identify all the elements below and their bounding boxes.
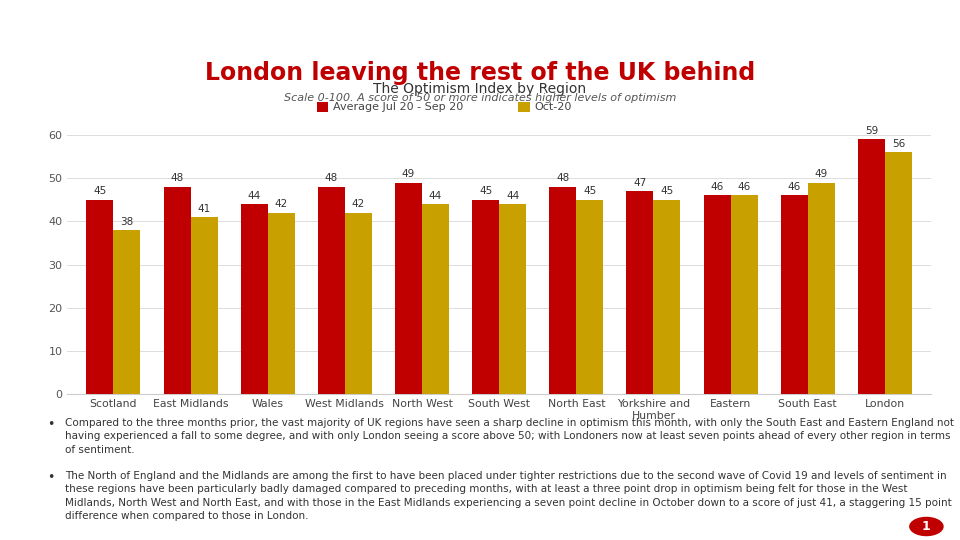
Text: 59: 59	[865, 126, 878, 136]
Bar	[885, 152, 912, 394]
Text: 49: 49	[402, 169, 415, 179]
Bar	[499, 204, 526, 394]
Bar	[86, 200, 113, 394]
Bar	[191, 217, 218, 394]
Bar	[113, 230, 140, 394]
Bar	[241, 204, 268, 394]
Text: 42: 42	[275, 199, 288, 210]
Text: 45: 45	[93, 186, 107, 197]
Text: 1: 1	[922, 520, 931, 533]
Bar	[780, 195, 807, 394]
Text: 47: 47	[634, 178, 647, 188]
Text: TRΚJECTORY: TRΚJECTORY	[19, 18, 126, 32]
Bar	[627, 191, 654, 394]
Text: 44: 44	[429, 191, 443, 201]
Text: The North of England and the Midlands are among the first to have been placed un: The North of England and the Midlands ar…	[65, 471, 952, 521]
Bar	[576, 200, 603, 394]
Bar	[731, 195, 757, 394]
Bar	[318, 187, 345, 394]
Text: 42: 42	[351, 199, 365, 210]
Text: Oct-20: Oct-20	[535, 102, 572, 112]
Text: 46: 46	[737, 182, 751, 192]
Text: 49: 49	[815, 169, 828, 179]
Bar	[858, 139, 885, 394]
Text: 44: 44	[506, 191, 519, 201]
Text: 48: 48	[324, 173, 338, 184]
Text: 45: 45	[660, 186, 674, 197]
Text: •: •	[47, 471, 55, 484]
Text: 48: 48	[171, 173, 183, 184]
Text: 45: 45	[584, 186, 596, 197]
Bar	[345, 213, 372, 394]
Text: 46: 46	[710, 182, 724, 192]
Bar	[472, 200, 499, 394]
Text: Compared to the three months prior, the vast majority of UK regions have seen a : Compared to the three months prior, the …	[65, 418, 954, 455]
Text: 38: 38	[120, 217, 133, 227]
Bar	[654, 200, 681, 394]
Text: 41: 41	[198, 204, 211, 214]
Text: 56: 56	[892, 139, 905, 149]
Bar	[549, 187, 576, 394]
Text: •: •	[47, 418, 55, 431]
Text: Scale 0-100. A score of 50 or more indicates higher levels of optimism: Scale 0-100. A score of 50 or more indic…	[284, 93, 676, 103]
Bar	[704, 195, 731, 394]
Text: The Optimism Index by Region: The Optimism Index by Region	[373, 82, 587, 96]
Bar	[422, 204, 449, 394]
Bar	[807, 183, 835, 394]
Text: 44: 44	[248, 191, 261, 201]
Bar	[396, 183, 422, 394]
Bar	[163, 187, 191, 394]
Text: 45: 45	[479, 186, 492, 197]
Text: 48: 48	[556, 173, 569, 184]
Text: 46: 46	[787, 182, 801, 192]
Bar	[268, 213, 295, 394]
Text: Average Jul 20 - Sep 20: Average Jul 20 - Sep 20	[333, 102, 464, 112]
Text: London leaving the rest of the UK behind: London leaving the rest of the UK behind	[204, 61, 756, 85]
